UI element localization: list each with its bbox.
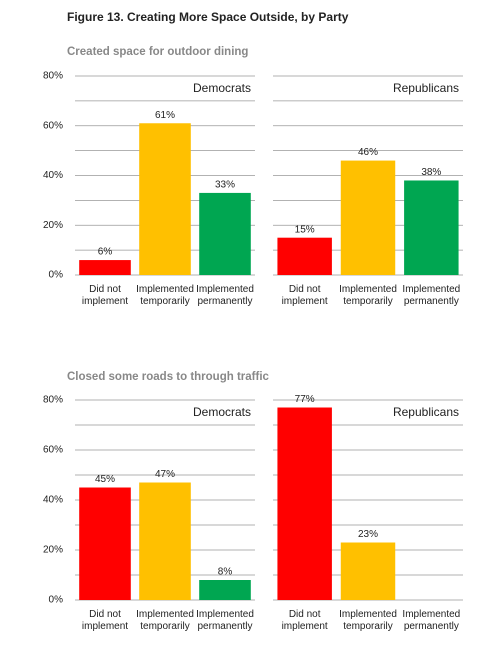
value-label: 15% [295,224,315,235]
bar [79,260,131,275]
x-tick-label: Did not implement [281,284,328,307]
panel-title: Democrats [193,405,251,419]
panel-title: Republicans [393,405,459,419]
x-tick-label: Implemented permanently [402,284,461,307]
value-label: 38% [421,167,441,178]
value-label: 33% [215,180,235,191]
x-tick-label: Implemented permanently [402,609,461,632]
y-tick-label: 20% [43,545,63,556]
y-tick-label: 60% [43,120,63,131]
y-tick-label: 20% [43,220,63,231]
y-tick-label: 60% [43,445,63,456]
x-tick-label: Did not implement [81,284,129,307]
bar [277,237,332,275]
value-label: 45% [95,474,115,485]
x-tick-label: Implemented temporarily [136,284,194,307]
bar [340,542,396,600]
y-tick-label: 40% [43,495,63,506]
bar [199,580,251,600]
bar [277,407,332,600]
bar [139,123,191,275]
figure-title: Figure 13. Creating More Space Outside, … [67,10,349,24]
bar [340,160,396,275]
y-tick-label: 0% [49,270,64,281]
x-tick-label: Did not implement [81,609,129,632]
x-tick-label: Did not implement [281,609,328,632]
x-tick-label: Implemented temporarily [136,609,194,632]
x-tick-label: Implemented permanently [196,609,254,632]
value-label: 6% [98,247,113,258]
bar [79,487,131,600]
bar [139,482,191,600]
section-title: Closed some roads to through traffic [67,371,270,383]
section-title: Created space for outdoor dining [67,46,248,58]
x-tick-label: Implemented temporarily [339,609,397,632]
panel-title: Republicans [393,81,459,95]
bar [404,180,459,275]
panel-title: Democrats [193,81,251,95]
value-label: 61% [155,110,175,121]
y-tick-label: 80% [43,395,63,406]
value-label: 47% [155,469,175,480]
x-tick-label: Implemented permanently [196,284,254,307]
y-tick-label: 0% [49,595,64,606]
value-label: 77% [295,394,315,405]
value-label: 8% [218,567,233,578]
value-label: 23% [358,529,378,540]
y-tick-label: 40% [43,170,63,181]
bar [199,192,251,275]
value-label: 46% [358,147,378,158]
y-tick-label: 80% [43,71,63,82]
x-tick-label: Implemented temporarily [339,284,397,307]
